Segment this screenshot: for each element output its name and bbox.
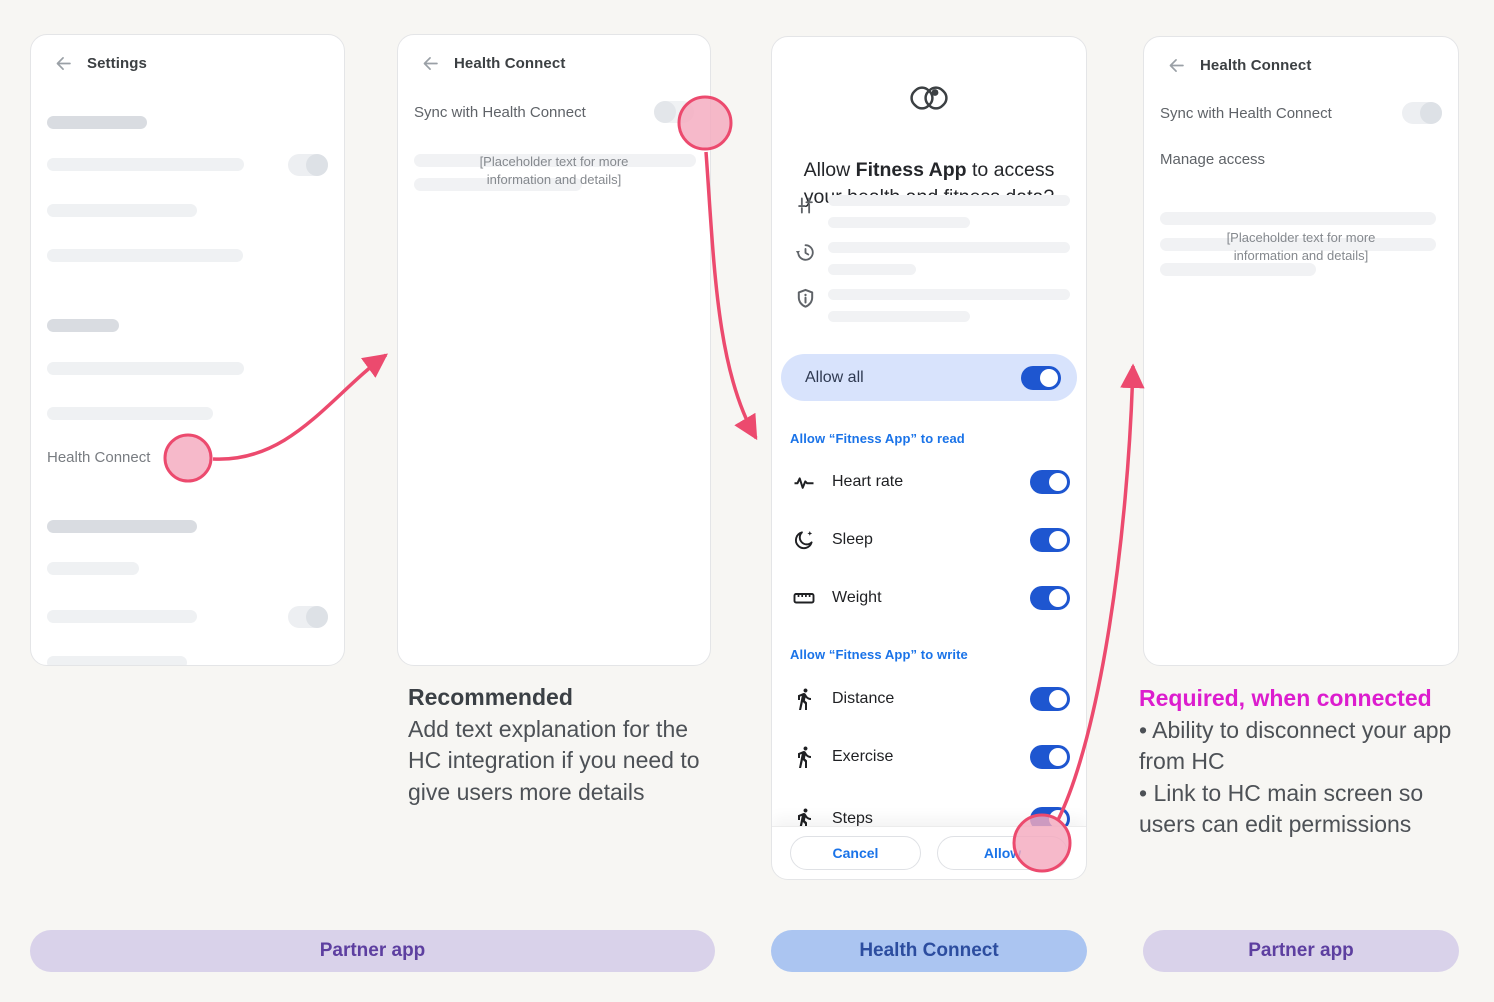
skeleton-line: [47, 407, 213, 420]
heart-rate-toggle[interactable]: [1030, 470, 1070, 494]
health-connect-screen-after: Health Connect Sync with Health Connect …: [1143, 36, 1459, 666]
allow-button[interactable]: Allow: [937, 836, 1068, 870]
permission-row: Sleep: [772, 523, 1086, 557]
permission-label: Steps: [832, 810, 873, 827]
skeleton-line: [47, 610, 197, 623]
skeleton-line: [1160, 263, 1316, 276]
skeleton-line: [1160, 238, 1436, 251]
skeleton-line: [47, 249, 243, 262]
skeleton-line: [47, 562, 139, 575]
recommended-body: Add text explanation for the HC integrat…: [408, 715, 700, 805]
skeleton-line: [47, 656, 187, 665]
partner-app-pill: Partner app: [1143, 930, 1459, 972]
settings-screen: Settings Health Connect: [30, 34, 345, 666]
partner-app-pill: Partner app: [30, 930, 715, 972]
allow-all-label: Allow all: [805, 368, 864, 386]
permission-row: Weight: [772, 581, 1086, 615]
sleep-toggle[interactable]: [1030, 528, 1070, 552]
skeleton-line: [414, 178, 582, 191]
back-arrow-icon[interactable]: [54, 54, 73, 73]
required-title: Required, when connected: [1139, 685, 1432, 711]
settings-toggle[interactable]: [288, 606, 328, 628]
sync-label: Sync with Health Connect: [1160, 105, 1332, 122]
back-arrow-icon[interactable]: [1167, 56, 1186, 75]
permission-label: Sleep: [832, 531, 873, 548]
placeholder-text: [Placeholder text for more information a…: [479, 154, 629, 187]
skeleton-line: [1160, 212, 1436, 225]
flow-arrow-2: [704, 151, 758, 441]
skeleton-line: [828, 311, 970, 322]
skeleton-line: [47, 520, 197, 533]
weight-ruler-icon: [793, 593, 815, 604]
required-bullet: • Ability to disconnect your app from HC: [1139, 716, 1452, 775]
permission-row: Exercise: [772, 740, 1086, 774]
permission-dialog: Allow Fitness App to access your health …: [771, 36, 1087, 880]
walking-person-icon: [798, 746, 811, 768]
health-connect-screen-before: Health Connect Sync with Health Connect …: [397, 34, 711, 666]
write-section-label: Allow “Fitness App” to write: [790, 647, 968, 662]
skeleton-line: [47, 116, 147, 129]
skeleton-line: [47, 204, 197, 217]
read-section-label: Allow “Fitness App” to read: [790, 431, 965, 446]
permission-row: Heart rate: [772, 465, 1086, 499]
skeleton-line: [828, 195, 1070, 206]
weight-toggle[interactable]: [1030, 586, 1070, 610]
heart-rate-icon: [794, 477, 814, 489]
required-note: Required, when connected • Ability to di…: [1139, 683, 1469, 841]
health-connect-list-item[interactable]: Health Connect: [47, 449, 151, 466]
sleep-moon-icon: [795, 531, 813, 550]
required-bullet: • Link to HC main screen so users can ed…: [1139, 779, 1424, 838]
allow-all-banner[interactable]: Allow all: [781, 354, 1077, 401]
walking-person-icon: [798, 808, 811, 830]
permission-label: Exercise: [832, 748, 894, 765]
back-arrow-icon[interactable]: [421, 54, 440, 73]
hc-title: Health Connect: [454, 55, 566, 72]
hc-header: Health Connect: [1144, 37, 1458, 75]
settings-header: Settings: [31, 35, 344, 73]
hc-title: Health Connect: [1200, 57, 1312, 74]
skeleton-line: [414, 154, 696, 167]
placeholder-text: [Placeholder text for more information a…: [1226, 230, 1376, 263]
tune-sliders-icon: [798, 197, 813, 214]
health-connect-logo-icon: [910, 86, 948, 110]
sync-label: Sync with Health Connect: [414, 104, 586, 121]
permission-label: Heart rate: [832, 473, 904, 490]
skeleton-line: [47, 158, 244, 171]
cancel-button[interactable]: Cancel: [790, 836, 921, 870]
skeleton-line: [828, 242, 1070, 253]
permission-label: Weight: [832, 589, 882, 606]
app-name: Fitness App: [855, 159, 967, 181]
sync-toggle[interactable]: [654, 101, 694, 123]
skeleton-line: [47, 319, 119, 332]
permission-label: Distance: [832, 690, 895, 707]
dialog-footer: Cancel Allow: [772, 827, 1086, 879]
walking-person-icon: [798, 688, 811, 710]
sync-toggle[interactable]: [1402, 102, 1442, 124]
settings-title: Settings: [87, 55, 147, 72]
recommended-note: Recommended Add text explanation for the…: [408, 682, 708, 808]
permission-row: Distance: [772, 682, 1086, 716]
history-clock-icon: [795, 244, 814, 261]
settings-toggle[interactable]: [288, 154, 328, 176]
privacy-shield-icon: [797, 288, 814, 308]
skeleton-line: [828, 264, 916, 275]
recommended-title: Recommended: [408, 684, 573, 710]
allow-all-toggle[interactable]: [1021, 365, 1061, 390]
distance-toggle[interactable]: [1030, 687, 1070, 711]
skeleton-line: [47, 362, 244, 375]
health-connect-pill: Health Connect: [771, 930, 1087, 972]
manage-access-item[interactable]: Manage access: [1160, 151, 1266, 168]
hc-header: Health Connect: [398, 35, 710, 73]
skeleton-line: [828, 217, 970, 228]
exercise-toggle[interactable]: [1030, 745, 1070, 769]
skeleton-line: [828, 289, 1070, 300]
